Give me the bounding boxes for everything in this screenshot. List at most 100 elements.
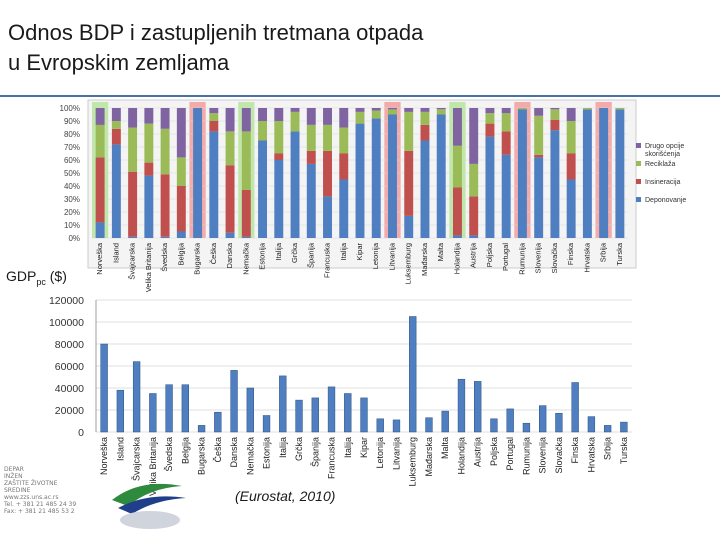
stacked-bar-segment bbox=[274, 160, 284, 238]
chart1-xtick: Slovačka bbox=[550, 242, 559, 273]
gdp-bar bbox=[100, 343, 108, 433]
chart1-xtick: Italija bbox=[274, 242, 283, 260]
stacked-bar-segment bbox=[436, 108, 446, 110]
stacked-bar-segment bbox=[323, 124, 332, 151]
stacked-bar-segment bbox=[550, 108, 560, 110]
stacked-bar-segment bbox=[258, 121, 268, 141]
stacked-bar-segment bbox=[193, 108, 203, 238]
chart1-xtick: Švedska bbox=[160, 242, 169, 272]
chart2-xtick: Letonija bbox=[375, 437, 385, 469]
stacked-bar-segment bbox=[420, 108, 430, 112]
chart1-xtick: Austrija bbox=[469, 242, 478, 268]
stacked-bar-segment bbox=[128, 171, 138, 237]
chart1-ytick: 70% bbox=[64, 143, 80, 152]
title-divider bbox=[0, 95, 720, 97]
gdp-bar bbox=[116, 389, 125, 433]
chart2-xtick: Poljska bbox=[489, 437, 499, 466]
stacked-bar-segment bbox=[501, 113, 511, 132]
chart1-xtick: Mađarska bbox=[420, 242, 429, 276]
gdp-label-main: GDP bbox=[6, 268, 37, 284]
stacked-bar-segment bbox=[517, 109, 527, 238]
chart2-xtick: Estonija bbox=[262, 437, 272, 469]
stacked-bar-segment bbox=[323, 108, 332, 125]
stacked-bar-segment bbox=[306, 108, 316, 125]
chart2-xtick: Slovačka bbox=[554, 437, 564, 474]
stacked-bar-segment bbox=[566, 108, 576, 121]
gdp-bar bbox=[409, 316, 417, 433]
chart1-xtick: Grčka bbox=[290, 242, 299, 263]
gdp-bar bbox=[327, 386, 336, 433]
stacked-bar-segment bbox=[241, 131, 251, 190]
waste-treatment-chart: 100% 90% 80% 70% 60% 50% 40% 30% 20% 10% 0% Norvešk… bbox=[60, 99, 686, 292]
chart2-ytick: 0 bbox=[78, 427, 84, 439]
stacked-bar-segment bbox=[290, 108, 300, 112]
gdp-bar bbox=[587, 416, 596, 433]
footer-line: www.zzs.uns.ac.rs bbox=[4, 494, 59, 501]
gdp-axis-label: GDPpc ($) bbox=[6, 268, 67, 287]
chart2-xtick: Finska bbox=[570, 437, 580, 464]
stacked-bar-segment bbox=[95, 124, 105, 158]
chart1-ytick: 40% bbox=[64, 182, 80, 191]
stacked-bar-segment bbox=[452, 235, 462, 238]
footer-line: ZAŠTITE ŽIVOTNE bbox=[4, 480, 58, 487]
gdp-bar bbox=[165, 384, 173, 433]
legend-swatch bbox=[636, 197, 641, 202]
chart2-xtick: Norveška bbox=[99, 437, 109, 475]
chart2-xtick: Srbija bbox=[603, 437, 613, 460]
chart2-xtick: Italija bbox=[343, 437, 353, 458]
stacked-bar-segment bbox=[306, 150, 316, 164]
chart1-xtick: Italija bbox=[339, 242, 348, 260]
stacked-bar-segment bbox=[111, 128, 121, 145]
chart1-xtick: Malta bbox=[436, 242, 445, 261]
gdp-bar bbox=[279, 375, 287, 433]
stacked-bar-segment bbox=[241, 108, 251, 132]
gdp-bar bbox=[425, 417, 433, 433]
stacked-bar-segment bbox=[388, 109, 397, 115]
chart2-ytick: 100000 bbox=[49, 317, 84, 329]
stacked-bar-segment bbox=[582, 108, 592, 110]
chart1-xtick: Portugal bbox=[501, 243, 510, 271]
chart2-xtick: Francuska bbox=[327, 437, 337, 479]
slide-title: Odnos BDP i zastupljenih tretmana otpada… bbox=[8, 18, 708, 78]
stacked-bar-segment bbox=[95, 157, 105, 223]
stacked-bar-segment bbox=[485, 113, 495, 124]
stacked-bar-segment bbox=[144, 108, 154, 124]
chart1-xtick: Belgija bbox=[176, 242, 185, 265]
stacked-bar-segment bbox=[323, 150, 332, 197]
chart1-ytick: 30% bbox=[64, 195, 80, 204]
stacked-bar-segment bbox=[550, 119, 560, 131]
gdp-chart: 120000 100000 80000 60000 40000 20000 0 Norvešk… bbox=[49, 295, 632, 496]
stacked-bar-segment bbox=[420, 140, 430, 238]
chart1-xtick: Kipar bbox=[355, 243, 364, 261]
chart2-xtick: Italija bbox=[278, 437, 288, 458]
chart2-xtick: Danska bbox=[229, 437, 239, 468]
slide-title-line-2: u Evropskim zemljama bbox=[8, 50, 230, 75]
chart1-xtick: Rumunija bbox=[517, 242, 526, 275]
stacked-bar-segment bbox=[290, 131, 300, 238]
gdp-bar bbox=[197, 425, 206, 433]
chart1-xtick: Norveška bbox=[95, 242, 104, 275]
gdp-label-sub: pc bbox=[36, 276, 46, 287]
stacked-bar-segment bbox=[339, 127, 349, 154]
chart2-xtick: Španija bbox=[310, 437, 320, 467]
stacked-bar-segment bbox=[566, 121, 576, 154]
stacked-bar-segment bbox=[225, 232, 235, 238]
stacked-bar-segment bbox=[485, 123, 495, 137]
stacked-bar-segment bbox=[371, 108, 381, 111]
legend-swatch bbox=[636, 161, 641, 166]
stacked-bar-segment bbox=[388, 114, 397, 238]
chart1-xtick: Holandija bbox=[452, 242, 461, 274]
stacked-bar-segment bbox=[176, 108, 186, 158]
gdp-bar bbox=[295, 399, 303, 433]
stacked-bar-segment bbox=[615, 108, 625, 110]
chart2-ytick: 120000 bbox=[49, 295, 84, 307]
chart1-xtick: Španija bbox=[306, 242, 315, 268]
stacked-bar-segment bbox=[436, 109, 446, 115]
gdp-bar bbox=[230, 370, 238, 433]
chart1-ytick: 20% bbox=[64, 208, 80, 217]
stacked-bar-segment bbox=[111, 108, 121, 121]
stacked-bar-segment bbox=[534, 154, 544, 158]
chart2-xtick: Švedska bbox=[164, 437, 174, 472]
gdp-bar bbox=[474, 381, 482, 433]
chart2-xtick: Belgija bbox=[180, 437, 190, 464]
